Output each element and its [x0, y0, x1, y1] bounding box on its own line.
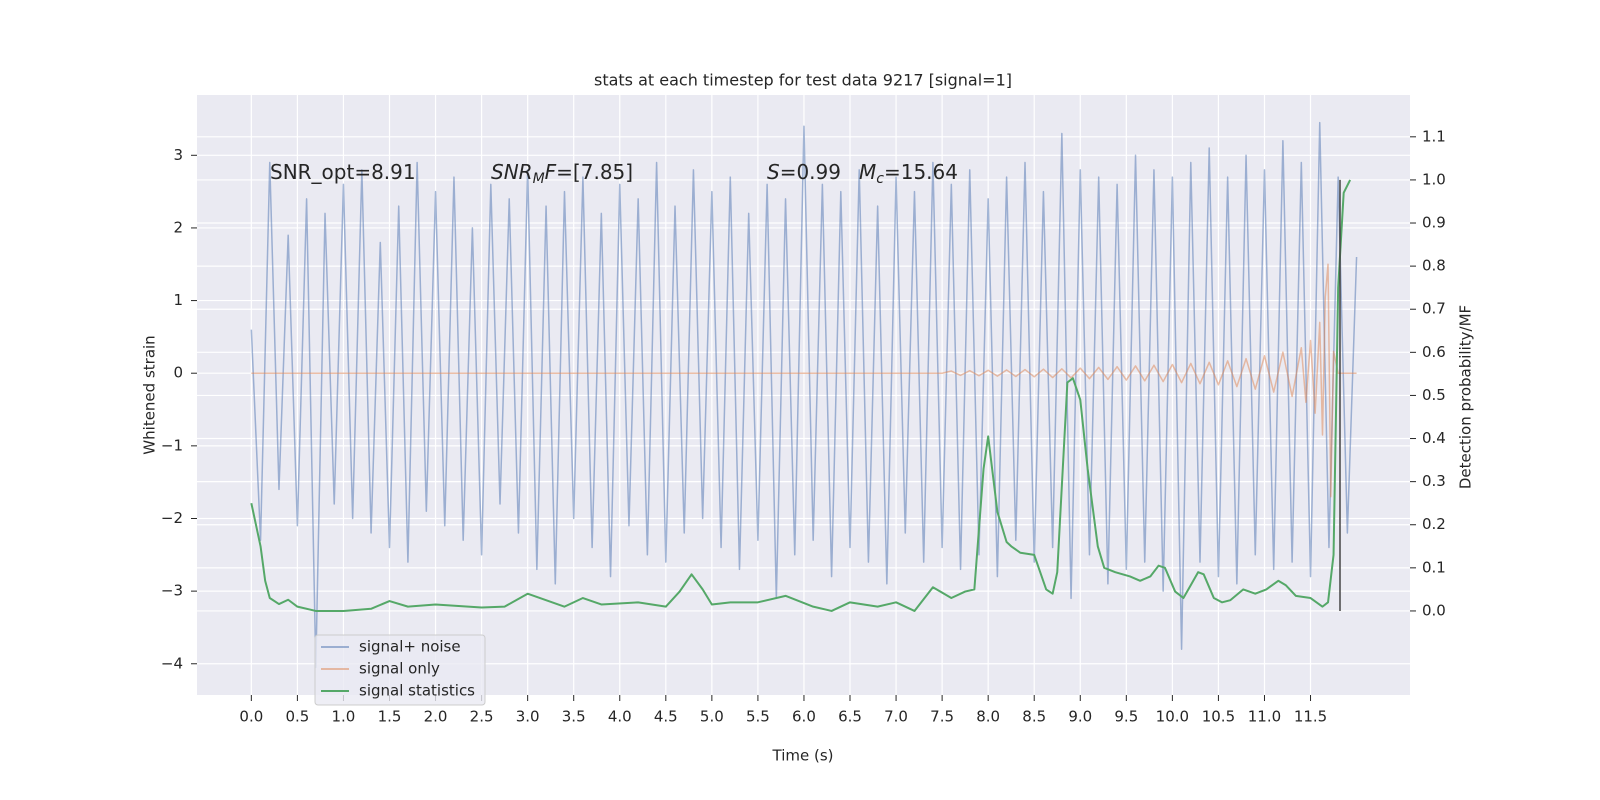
- x-tick-label: 6.0: [792, 708, 816, 726]
- x-tick-label: 9.5: [1114, 708, 1138, 726]
- y2-tick-label: 0.0: [1422, 601, 1446, 619]
- x-tick-label: 1.0: [332, 708, 356, 726]
- x-tick-label: 11.0: [1248, 708, 1281, 726]
- chart-title: stats at each timestep for test data 921…: [594, 71, 1012, 90]
- annotation-part: M: [533, 171, 545, 187]
- annotation-part: F: [545, 160, 557, 184]
- x-tick-label: 3.5: [562, 708, 586, 726]
- annotation-part: =15.64: [884, 160, 958, 184]
- legend-label: signal only: [359, 660, 440, 678]
- annotation-part: c: [876, 171, 884, 187]
- y2-tick-label: 0.2: [1422, 515, 1446, 533]
- x-tick-label: 4.5: [654, 708, 678, 726]
- y2-tick-label: 0.9: [1422, 214, 1446, 232]
- legend-label: signal+ noise: [359, 638, 461, 656]
- y-tick-label: 1: [173, 291, 183, 309]
- x-tick-label: 9.0: [1068, 708, 1092, 726]
- y2-axis-label: Detection probability/MF: [1457, 305, 1475, 489]
- x-tick-label: 2.5: [470, 708, 494, 726]
- y-axis-label: Whitened strain: [141, 335, 159, 454]
- x-tick-label: 6.5: [838, 708, 862, 726]
- x-tick-label: 4.0: [608, 708, 632, 726]
- y-tick-label: −2: [161, 509, 183, 527]
- annotation-part: =[7.85]: [556, 160, 633, 184]
- y2-tick-label: 1.1: [1422, 127, 1446, 145]
- annotation-part: =0.99: [780, 160, 841, 184]
- x-tick-label: 11.5: [1294, 708, 1327, 726]
- annotation: Mc=15.64: [859, 160, 958, 188]
- y-tick-label: 2: [173, 218, 183, 236]
- x-tick-label: 1.5: [378, 708, 402, 726]
- y2-tick-label: 0.6: [1422, 343, 1446, 361]
- annotation-part: S: [767, 160, 780, 184]
- x-tick-label: 10.0: [1156, 708, 1189, 726]
- y2-tick-label: 0.5: [1422, 386, 1446, 404]
- legend-box: [314, 634, 486, 706]
- y-tick-label: −3: [161, 582, 183, 600]
- x-tick-label: 0.5: [285, 708, 309, 726]
- series-line: [251, 263, 1357, 498]
- y-tick-label: −4: [161, 654, 183, 672]
- y2-tick-label: 0.1: [1422, 558, 1446, 576]
- annotation-part: M: [859, 160, 876, 184]
- x-tick-label: 5.5: [746, 708, 770, 726]
- x-tick-label: 7.5: [930, 708, 954, 726]
- y-tick-label: −1: [161, 436, 183, 454]
- annotation: SNR_opt=8.91: [270, 160, 416, 184]
- annotation-part: SNR_opt=8.91: [270, 160, 416, 184]
- x-tick-label: 7.0: [884, 708, 908, 726]
- legend-label: signal statistics: [359, 682, 475, 700]
- annotation: S=0.99: [767, 160, 841, 184]
- x-tick-label: 3.0: [516, 708, 540, 726]
- y-tick-label: 0: [173, 364, 183, 382]
- legend: signal+ noise signal only signal statistic…: [314, 634, 486, 706]
- annotation: SNRMF=[7.85]: [491, 160, 633, 188]
- y2-tick-label: 0.3: [1422, 472, 1446, 490]
- x-axis-label: Time (s): [772, 747, 834, 765]
- x-tick-label: 5.0: [700, 708, 724, 726]
- series-line: [250, 179, 1352, 612]
- y2-tick-label: 1.0: [1422, 170, 1446, 188]
- annotation-part: SNR: [491, 160, 533, 184]
- x-tick-label: 0.0: [239, 708, 263, 726]
- x-tick-label: 2.0: [424, 708, 448, 726]
- y2-tick-label: 0.4: [1422, 429, 1446, 447]
- x-tick-label: 8.5: [1022, 708, 1046, 726]
- x-tick-label: 8.0: [976, 708, 1000, 726]
- x-tick-label: 10.5: [1202, 708, 1235, 726]
- y-tick-label: 3: [173, 146, 183, 164]
- series-line: [250, 121, 1358, 669]
- y2-tick-label: 0.8: [1422, 257, 1446, 275]
- y2-tick-label: 0.7: [1422, 300, 1446, 318]
